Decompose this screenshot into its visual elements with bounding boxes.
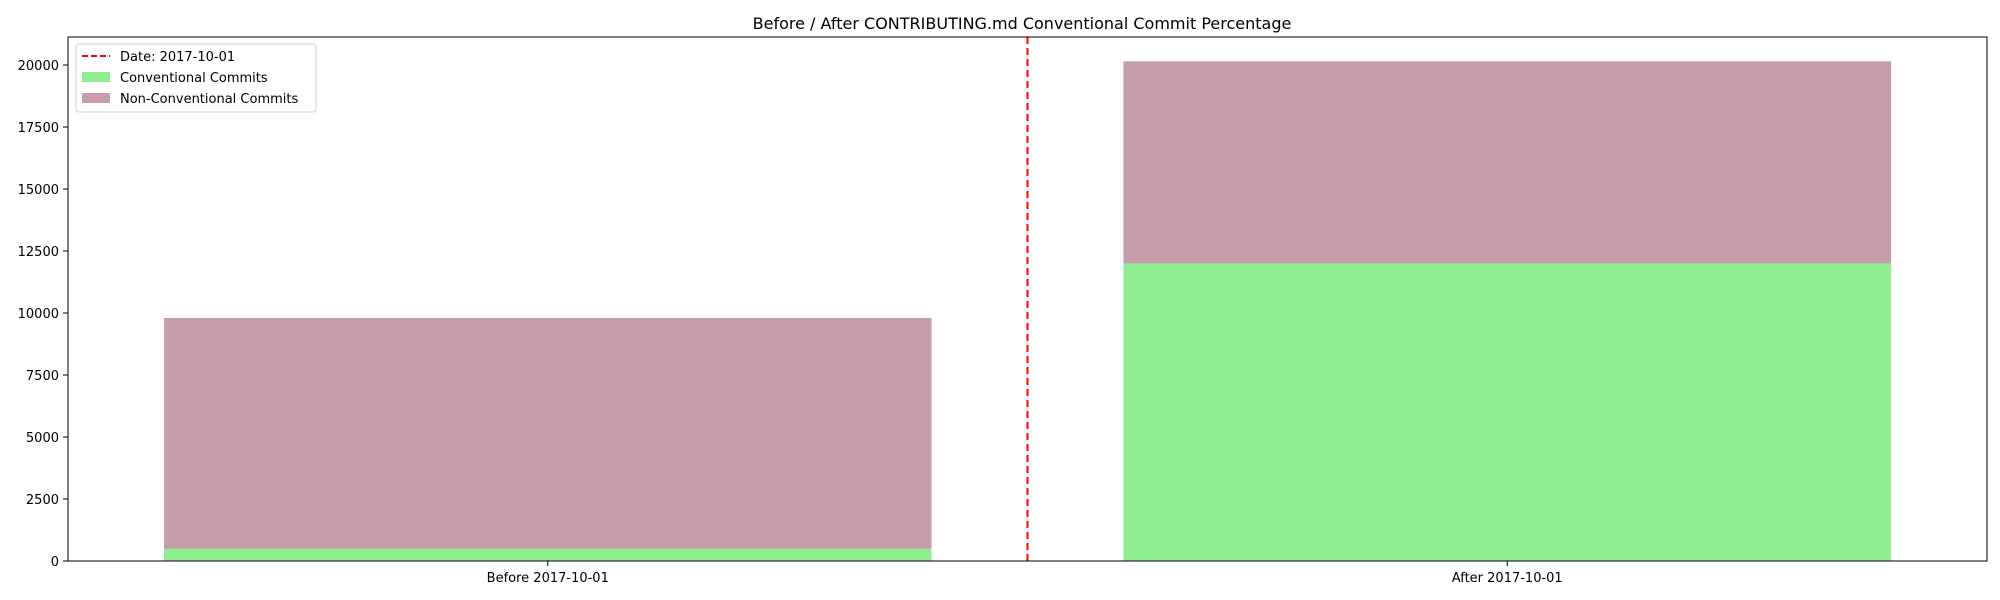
y-tick-label: 7500 [26, 369, 59, 384]
legend-swatch [82, 72, 110, 82]
bar-conventional-0 [163, 548, 932, 561]
y-tick-label: 20000 [18, 59, 59, 74]
legend-label-date: Date: 2017-10-01 [120, 50, 235, 65]
y-tick-label: 10000 [18, 307, 59, 322]
chart-title: Before / After CONTRIBUTING.md Conventio… [753, 14, 1292, 33]
y-tick-label: 12500 [18, 245, 59, 260]
legend: Date: 2017-10-01 Conventional Commits Non-… [75, 43, 317, 113]
legend-swatch [82, 93, 110, 103]
bar-non-conventional-1 [1123, 61, 1892, 264]
y-tick-label: 0 [51, 555, 59, 570]
plot-area: Before 2017-10-01 After 2017-10-01 0 2500 50… [18, 36, 1988, 586]
bar-conventional-1 [1123, 263, 1892, 561]
y-tick-label: 5000 [26, 431, 59, 446]
axes-frame [67, 36, 1988, 562]
legend-label-series: Non-Conventional Commits [120, 92, 298, 107]
legend-box [75, 43, 317, 113]
y-tick-label: 2500 [26, 493, 59, 508]
x-tick-label: Before 2017-10-01 [487, 571, 609, 586]
x-tick-label: After 2017-10-01 [1452, 571, 1563, 586]
bar-non-conventional-0 [163, 317, 932, 549]
y-tick-label: 15000 [18, 183, 59, 198]
legend-label-series: Conventional Commits [120, 71, 268, 86]
y-tick-label: 17500 [18, 121, 59, 136]
